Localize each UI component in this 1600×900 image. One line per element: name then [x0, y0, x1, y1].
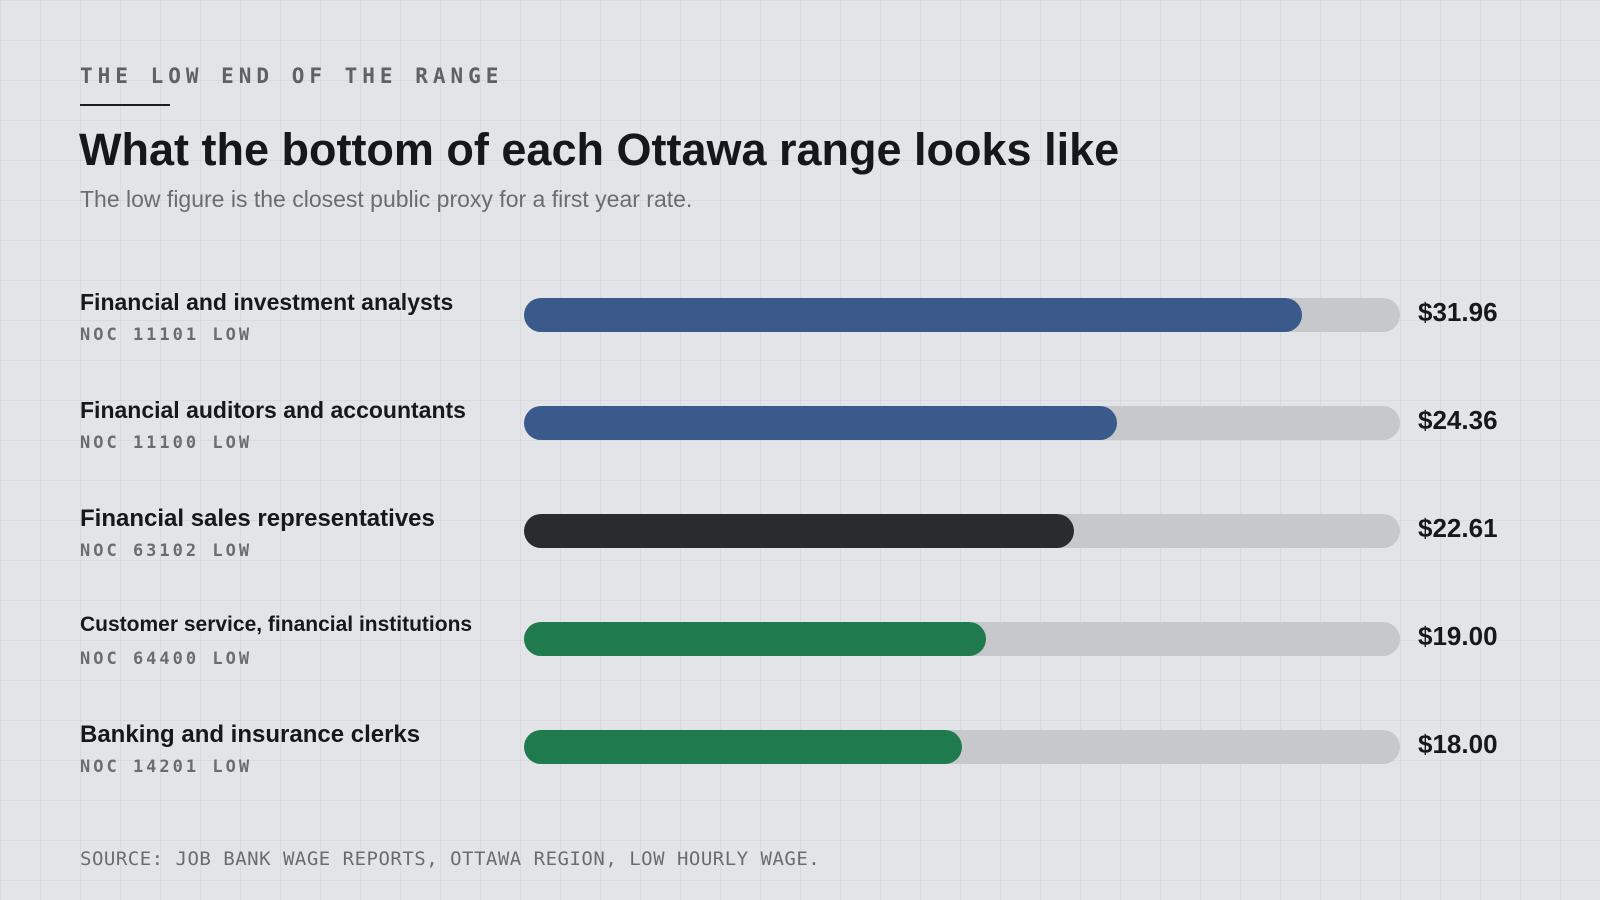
eyebrow-rule [80, 104, 170, 106]
bar-code-label: NOC 11101 LOW [80, 325, 253, 345]
bar-code-label: NOC 14201 LOW [80, 757, 253, 777]
bar-value-label: $22.61 [1418, 513, 1498, 543]
bar-row: Financial sales representatives NOC 6310… [0, 499, 1600, 579]
bar-row: Customer service, financial institutions… [0, 607, 1600, 687]
bar-value-label: $19.00 [1418, 621, 1498, 651]
bar-track [524, 298, 1400, 332]
bar-value-label: $18.00 [1418, 729, 1498, 759]
bar-row: Financial and investment analysts NOC 11… [0, 283, 1600, 363]
bar-category-label: Financial auditors and accountants [80, 397, 466, 423]
bar-code-label: NOC 11100 LOW [80, 433, 253, 453]
bar-track [524, 514, 1400, 548]
bar-code-label: NOC 63102 LOW [80, 541, 253, 561]
bar-row: Financial auditors and accountants NOC 1… [0, 391, 1600, 471]
bar-category-label: Financial and investment analysts [80, 289, 454, 315]
bar-track [524, 730, 1400, 764]
chart-title: What the bottom of each Ottawa range loo… [79, 124, 1120, 175]
bar-code-label: NOC 64400 LOW [80, 649, 253, 669]
bar-row: Banking and insurance clerks NOC 14201 L… [0, 715, 1600, 795]
bar-fill [524, 730, 962, 764]
bar-value-label: $31.96 [1418, 297, 1498, 327]
bar-category-label: Banking and insurance clerks [80, 721, 421, 748]
eyebrow-label: THE LOW END OF THE RANGE [80, 64, 504, 88]
bar-fill [524, 298, 1302, 332]
source-note: SOURCE: JOB BANK WAGE REPORTS, OTTAWA RE… [80, 848, 821, 870]
bar-category-label: Customer service, financial institutions [80, 613, 473, 636]
bar-track [524, 622, 1400, 656]
bar-track [524, 406, 1400, 440]
bar-category-label: Financial sales representatives [80, 505, 435, 532]
chart-subtitle: The low figure is the closest public pro… [80, 186, 693, 212]
bar-fill [524, 406, 1117, 440]
bar-fill [524, 514, 1074, 548]
bar-fill [524, 622, 986, 656]
bar-value-label: $24.36 [1418, 405, 1498, 435]
